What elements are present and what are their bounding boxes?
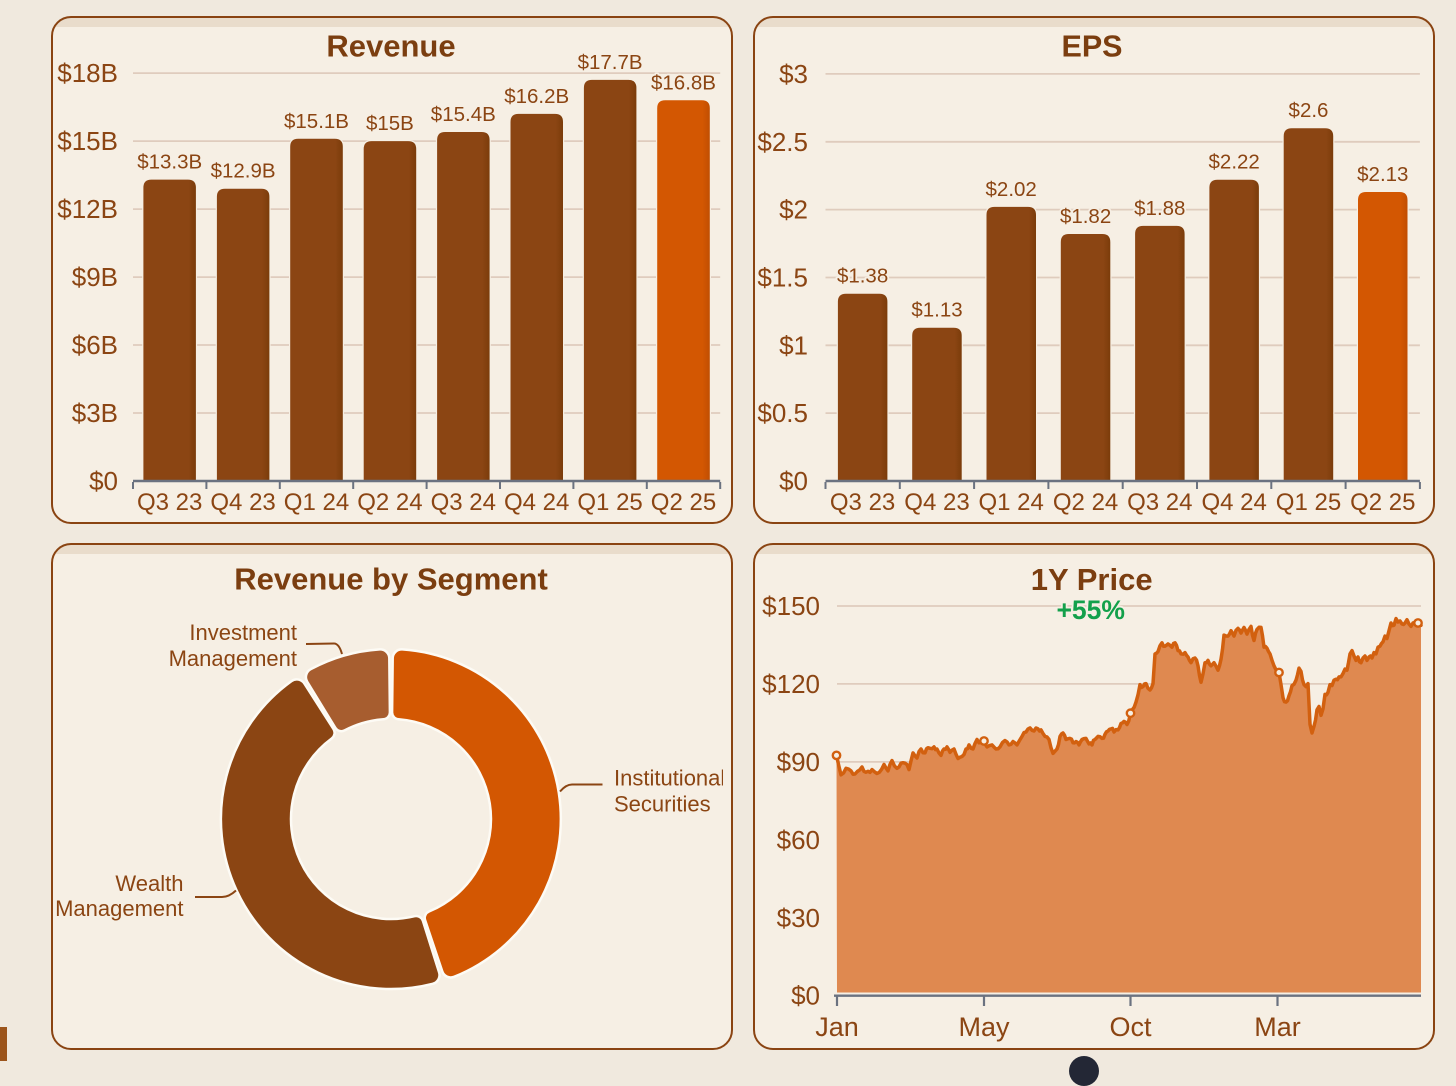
svg-text:May: May [958, 1012, 1010, 1042]
svg-text:$1.38: $1.38 [837, 265, 888, 288]
svg-text:Mar: Mar [1254, 1012, 1301, 1042]
svg-text:$16.8B: $16.8B [651, 71, 716, 94]
svg-text:Management: Management [169, 646, 297, 671]
svg-text:Q4 24: Q4 24 [1202, 489, 1267, 516]
svg-text:$3: $3 [779, 59, 808, 89]
svg-text:$2.22: $2.22 [1209, 151, 1260, 174]
svg-text:$2.5: $2.5 [757, 127, 808, 157]
svg-text:Q4 23: Q4 23 [904, 489, 969, 516]
svg-text:$9B: $9B [72, 262, 118, 292]
svg-text:$18B: $18B [57, 58, 118, 88]
svg-text:Management: Management [55, 896, 183, 921]
svg-text:Q1 25: Q1 25 [1276, 489, 1341, 516]
svg-text:$15.4B: $15.4B [431, 103, 496, 126]
svg-text:$0: $0 [779, 466, 808, 496]
svg-text:$15B: $15B [57, 126, 118, 156]
svg-text:$1: $1 [779, 330, 808, 360]
svg-text:Q1 24: Q1 24 [979, 489, 1044, 516]
svg-text:Q2 24: Q2 24 [1053, 489, 1118, 516]
svg-text:Q2 25: Q2 25 [651, 489, 716, 516]
svg-text:$15.1B: $15.1B [284, 110, 349, 133]
svg-text:$90: $90 [777, 747, 820, 777]
svg-text:$13.3B: $13.3B [137, 151, 202, 174]
svg-text:Investment: Investment [189, 620, 297, 645]
svg-text:$6B: $6B [72, 330, 118, 360]
svg-text:$120: $120 [762, 669, 820, 699]
svg-text:$2.02: $2.02 [986, 178, 1037, 201]
svg-text:$0.5: $0.5 [757, 398, 808, 428]
svg-text:Q4 23: Q4 23 [210, 489, 275, 516]
svg-text:EPS: EPS [1061, 30, 1122, 64]
svg-text:Q1 24: Q1 24 [284, 489, 349, 516]
svg-text:Q3 24: Q3 24 [1127, 489, 1192, 516]
svg-text:$17.7B: $17.7B [578, 51, 643, 74]
svg-text:$150: $150 [762, 591, 820, 621]
svg-text:$3B: $3B [72, 398, 118, 428]
svg-text:Q3 23: Q3 23 [137, 489, 202, 516]
svg-text:$15B: $15B [366, 112, 414, 135]
svg-text:Q1 25: Q1 25 [577, 489, 642, 516]
svg-text:$30: $30 [777, 903, 820, 933]
svg-text:$0: $0 [791, 981, 820, 1011]
svg-text:$2.13: $2.13 [1357, 163, 1408, 186]
svg-text:Wealth: Wealth [115, 871, 183, 896]
svg-text:$1.88: $1.88 [1134, 197, 1185, 220]
svg-text:$2: $2 [779, 195, 808, 225]
svg-text:Jan: Jan [815, 1012, 859, 1042]
svg-text:$2.6: $2.6 [1289, 99, 1329, 122]
svg-text:$1.13: $1.13 [911, 299, 962, 322]
svg-text:Q4 24: Q4 24 [504, 489, 569, 516]
svg-text:Oct: Oct [1109, 1012, 1152, 1042]
svg-text:Securities: Securities [614, 792, 711, 817]
svg-text:Revenue by Segment: Revenue by Segment [234, 562, 548, 597]
svg-text:Revenue: Revenue [326, 29, 455, 64]
svg-text:1Y Price: 1Y Price [1031, 562, 1153, 597]
svg-text:$12B: $12B [57, 194, 118, 224]
svg-text:Q2 25: Q2 25 [1350, 489, 1415, 516]
svg-text:$60: $60 [777, 825, 820, 855]
svg-text:+55%: +55% [1056, 595, 1125, 625]
svg-text:$1.5: $1.5 [757, 263, 808, 293]
svg-text:$16.2B: $16.2B [504, 85, 569, 108]
svg-text:Q3 23: Q3 23 [830, 489, 895, 516]
svg-text:Q3 24: Q3 24 [431, 489, 496, 516]
svg-text:$12.9B: $12.9B [211, 160, 276, 183]
svg-text:Institutional: Institutional [614, 766, 725, 791]
svg-text:$1.82: $1.82 [1060, 205, 1111, 228]
svg-text:$0: $0 [89, 466, 118, 496]
svg-text:Q2 24: Q2 24 [357, 489, 422, 516]
